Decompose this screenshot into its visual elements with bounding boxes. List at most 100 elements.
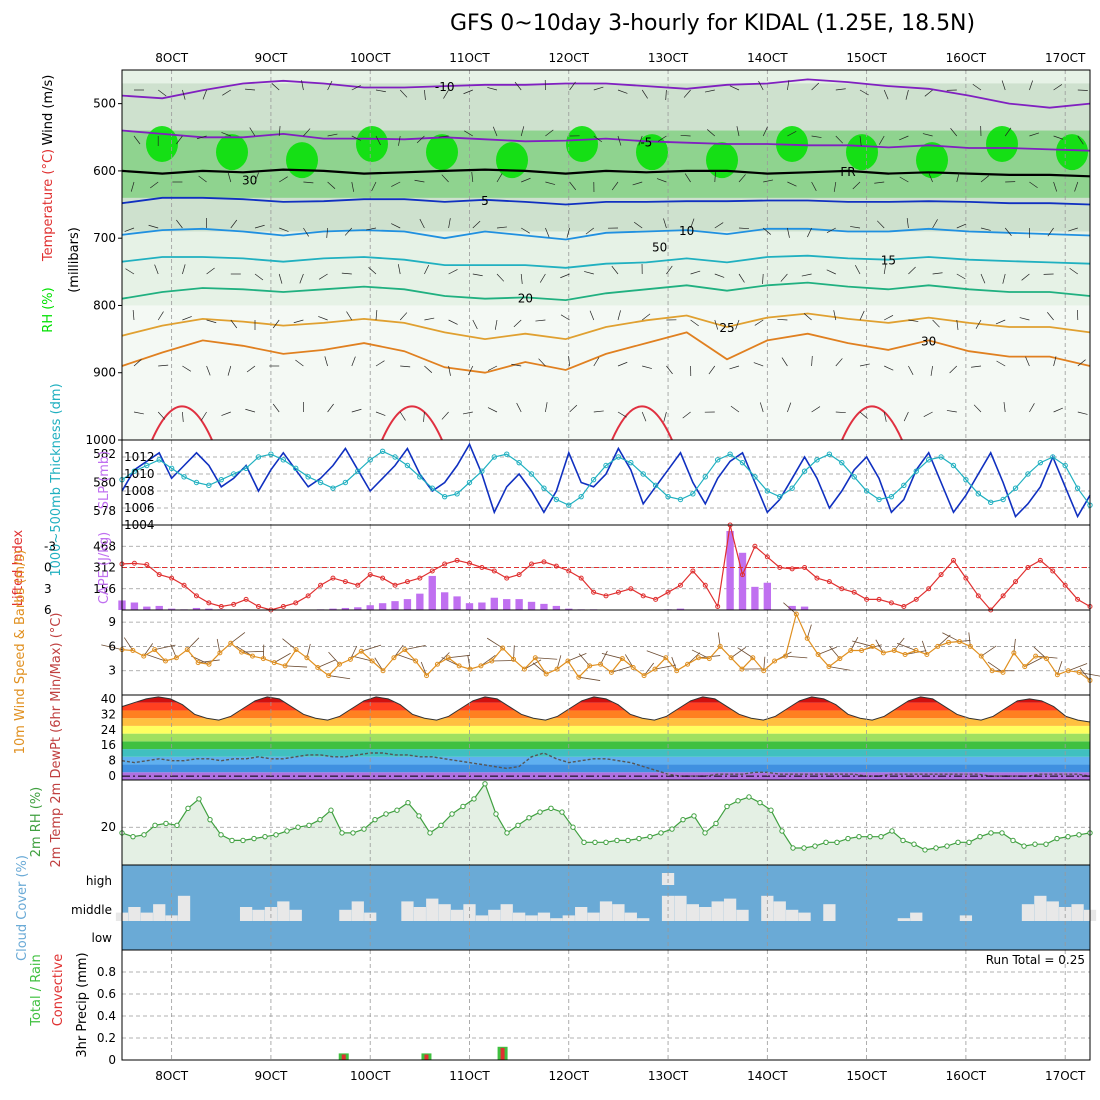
- thickness-point: [206, 482, 212, 489]
- wind-barb: [811, 82, 820, 91]
- wind-barb: [878, 135, 885, 145]
- cape-bar: [453, 596, 461, 610]
- cloud-middle-bar: [637, 918, 650, 921]
- wind-barb: [560, 273, 570, 279]
- rh-point: [823, 839, 829, 846]
- wind-speed-point: [271, 660, 277, 666]
- rh-point: [273, 832, 279, 838]
- wind-barb: [946, 410, 957, 413]
- wind-barb-10m: [274, 652, 291, 663]
- rh-point: [746, 794, 752, 800]
- rh-point: [834, 839, 840, 846]
- cape-bar: [440, 592, 449, 610]
- temp-line: [121, 696, 1091, 723]
- thickness-point: [541, 485, 547, 491]
- wind-barb: [899, 135, 909, 141]
- wind-speed-point: [619, 656, 625, 662]
- wind-barb: [617, 411, 627, 418]
- bottom-axis-label: 12OCT: [549, 1069, 590, 1083]
- wind-barb: [883, 264, 887, 275]
- rh-point: [163, 820, 169, 827]
- pressure-tick: 500: [93, 97, 116, 111]
- wind-speed-point: [1043, 656, 1049, 662]
- wind-barb: [980, 175, 989, 183]
- wind-speed-point: [467, 666, 473, 672]
- thickness-point: [975, 491, 982, 497]
- wind-barb: [903, 411, 909, 422]
- wind-barb-10m: [817, 646, 837, 655]
- cloud-middle-bar: [339, 909, 352, 921]
- thickness-tick: 582: [93, 447, 116, 461]
- wind-barb: [638, 135, 643, 146]
- wind-barb: [133, 411, 144, 415]
- wind-barb: [539, 273, 546, 283]
- rh-patch: [706, 142, 738, 179]
- lifted-index-point: [789, 566, 795, 572]
- bottom-axis-label: 17OCT: [1045, 1069, 1086, 1083]
- wind-barb: [807, 227, 812, 238]
- wind-barb: [496, 273, 505, 282]
- wind-barb: [932, 219, 938, 229]
- wind-barb: [1021, 273, 1030, 281]
- wind-barb: [1003, 402, 1006, 413]
- wind-barb: [400, 365, 411, 368]
- lifted-index-point: [578, 575, 584, 581]
- wind-barb: [690, 218, 695, 229]
- wind-speed-point: [326, 673, 332, 679]
- thickness-point: [1025, 471, 1031, 477]
- lifted-index-point: [367, 572, 373, 578]
- wind-barb: [950, 128, 958, 137]
- isotherm-label: 20: [518, 291, 533, 305]
- lifted-index-point: [553, 563, 559, 569]
- rh-point: [636, 835, 642, 842]
- thickness-point: [330, 485, 336, 491]
- lifted-index-point: [529, 561, 535, 567]
- wind-barb: [538, 358, 546, 367]
- cloud-middle-bar: [351, 901, 364, 921]
- wind-barb: [883, 89, 889, 100]
- wind-barb: [928, 172, 933, 183]
- wind-barb: [496, 173, 503, 183]
- upper-air-panel: -10 -5 FR 5 10 15 20 25 30 30 50 500 600 700 800 900 100…: [41, 69, 1091, 447]
- lifted-index-point: [144, 562, 150, 568]
- thickness-point: [615, 454, 622, 460]
- wind-barb: [371, 181, 377, 192]
- rh-label: RH (%): [41, 287, 56, 332]
- lifted-index-point: [479, 565, 485, 570]
- rh-contour-label: 30: [242, 173, 257, 187]
- top-axis-label: 16OCT: [946, 51, 987, 65]
- wind-speed-point: [576, 674, 582, 680]
- rh-point: [1054, 835, 1060, 842]
- wind-barb: [154, 264, 159, 275]
- rh-patch: [986, 126, 1018, 162]
- wind-barb: [754, 319, 764, 326]
- wind-barb: [956, 319, 959, 330]
- wind-barb: [682, 411, 691, 419]
- rh-area: [122, 783, 1090, 865]
- wind-barb: [222, 89, 231, 96]
- wind-barb: [787, 227, 790, 238]
- wind-barb-10m: [123, 637, 134, 651]
- wind-barb: [641, 313, 651, 321]
- wind-barb: [656, 178, 667, 183]
- precip-convective-bar: [341, 1054, 346, 1060]
- rh-point: [482, 781, 488, 787]
- wind-barb: [176, 135, 183, 145]
- cloud-middle-bar: [450, 909, 464, 921]
- cape-bar: [416, 593, 424, 610]
- wind-speed-point: [761, 668, 767, 674]
- top-axis-label: 13OCT: [648, 51, 689, 65]
- lifted-index-point: [156, 572, 162, 578]
- cape-label: CAPE (J/kg): [97, 532, 112, 604]
- wind-barb-10m: [611, 666, 632, 673]
- wind-barb: [956, 223, 967, 229]
- wind-barb: [690, 270, 701, 275]
- wind-barb: [176, 219, 183, 229]
- wind-speed-point: [630, 664, 636, 670]
- wind-speed-point: [163, 658, 169, 664]
- cloud-middle-bar: [599, 901, 613, 921]
- thickness-point: [988, 499, 994, 506]
- wind-barb: [1053, 135, 1064, 140]
- wind-barb: [736, 126, 740, 137]
- rh-point: [229, 837, 235, 844]
